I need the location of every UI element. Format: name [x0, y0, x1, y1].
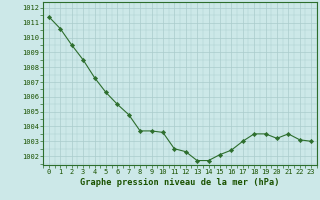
X-axis label: Graphe pression niveau de la mer (hPa): Graphe pression niveau de la mer (hPa) [80, 178, 280, 187]
